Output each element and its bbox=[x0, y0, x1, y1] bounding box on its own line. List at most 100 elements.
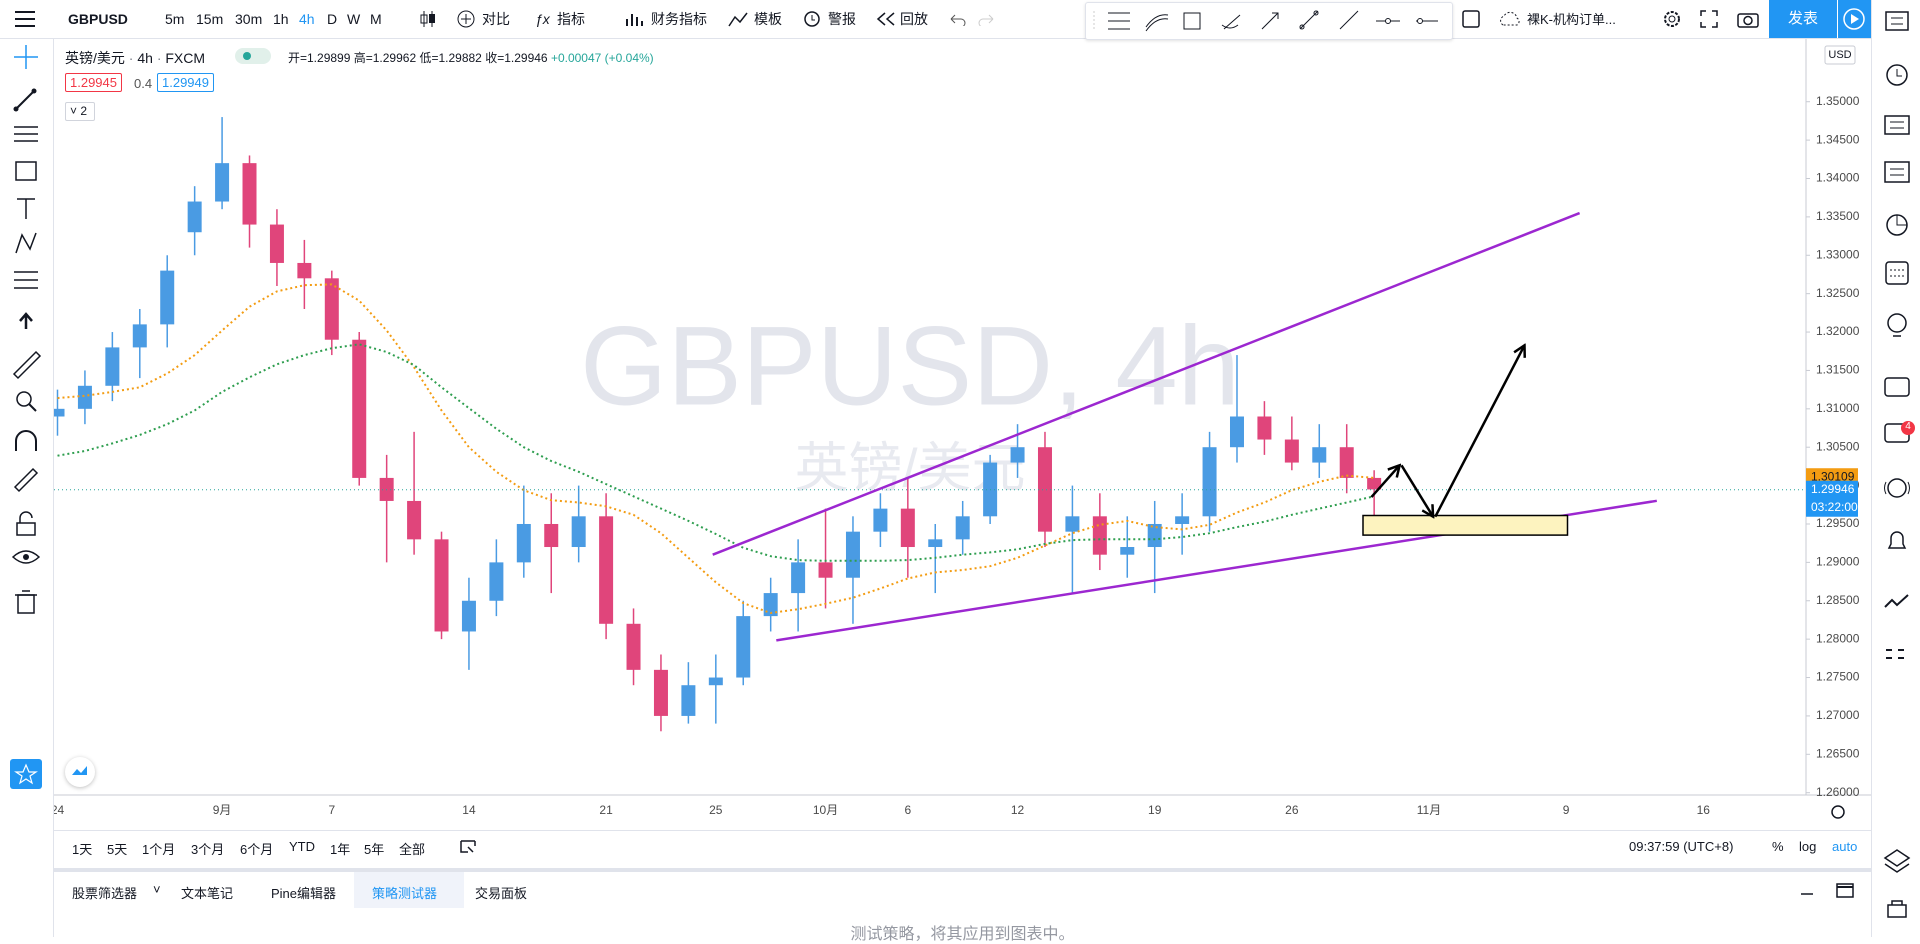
interval[interactable]: 1h bbox=[273, 11, 289, 27]
replay-icon[interactable] bbox=[876, 12, 896, 26]
spread: 0.4 bbox=[134, 76, 153, 91]
fullscreen-icon[interactable] bbox=[1700, 10, 1718, 28]
undo-redo[interactable] bbox=[948, 12, 996, 26]
arrow[interactable] bbox=[1400, 464, 1434, 516]
alerts[interactable]: 警报 bbox=[828, 11, 856, 27]
ohlc-change: +0.00047 (+0.04%) bbox=[550, 51, 654, 65]
range[interactable]: 全部 bbox=[399, 842, 426, 857]
percent-toggle[interactable]: % bbox=[1772, 839, 1784, 854]
candle-body bbox=[1065, 516, 1080, 532]
candle-body bbox=[516, 523, 531, 563]
candle-body bbox=[461, 600, 476, 632]
templates[interactable]: 模板 bbox=[754, 11, 782, 27]
right-tools[interactable] bbox=[1872, 0, 1920, 937]
goto-date-icon[interactable] bbox=[459, 838, 477, 854]
interval[interactable]: D bbox=[327, 11, 338, 27]
indicators-toggle[interactable]: ˅ 2 bbox=[65, 102, 95, 121]
template-icon[interactable] bbox=[728, 11, 748, 27]
arrow[interactable] bbox=[1434, 345, 1524, 518]
chevron: ˅ bbox=[70, 104, 78, 118]
y-tick-label: 1.32000 bbox=[1816, 324, 1860, 338]
panel-tab[interactable]: Pine编辑器 bbox=[271, 886, 337, 901]
financials[interactable]: 财务指标 bbox=[651, 11, 707, 27]
candle-body bbox=[77, 385, 92, 409]
template-name[interactable]: 裸K-机构订单... bbox=[1527, 12, 1616, 27]
trend-line[interactable] bbox=[712, 211, 1581, 556]
arrow[interactable] bbox=[1370, 465, 1399, 498]
y-tick-label: 1.30500 bbox=[1816, 439, 1860, 453]
legend-exchange: FXCM bbox=[165, 50, 206, 66]
range[interactable]: YTD bbox=[289, 839, 315, 854]
y-tick-label: 1.31000 bbox=[1816, 401, 1860, 415]
replay[interactable]: 回放 bbox=[900, 11, 928, 27]
last-price-badge bbox=[1806, 480, 1858, 517]
financials-icon[interactable] bbox=[625, 11, 643, 27]
candle-body bbox=[160, 270, 175, 325]
compare[interactable]: 对比 bbox=[482, 11, 510, 27]
menu-icon[interactable] bbox=[14, 10, 36, 28]
settings-icon[interactable] bbox=[1662, 9, 1682, 29]
candle-body bbox=[187, 201, 202, 233]
range[interactable]: 5年 bbox=[364, 842, 385, 857]
drawing-tools[interactable] bbox=[1086, 3, 1452, 39]
candle-body bbox=[1147, 523, 1162, 548]
interval[interactable]: M bbox=[370, 11, 382, 27]
interval[interactable]: 30m bbox=[235, 11, 263, 27]
alert-icon[interactable] bbox=[802, 10, 822, 28]
candle-body bbox=[708, 677, 723, 686]
right-sidebar: 4 bbox=[1871, 0, 1920, 937]
candle-body bbox=[105, 347, 120, 386]
ohlc-low: 低=1.29882 bbox=[419, 51, 482, 65]
ask-price[interactable]: 1.29949 bbox=[157, 73, 214, 92]
snapshot-icon[interactable] bbox=[1737, 10, 1759, 28]
interval[interactable]: W bbox=[347, 11, 361, 27]
cloud-icon[interactable] bbox=[1497, 11, 1523, 27]
logo[interactable] bbox=[65, 757, 95, 787]
candle-body bbox=[1120, 547, 1135, 555]
candle-body bbox=[571, 516, 586, 548]
candle-body bbox=[681, 685, 696, 716]
ma-price-label: 1.30109 bbox=[1811, 469, 1855, 483]
x-tick-label: 21 bbox=[599, 803, 613, 817]
range[interactable]: 6个月 bbox=[240, 842, 274, 857]
candle-body bbox=[54, 408, 65, 417]
bid-price[interactable]: 1.29945 bbox=[65, 73, 122, 92]
status-pill[interactable] bbox=[235, 48, 271, 64]
settings-icon[interactable] bbox=[1831, 805, 1845, 819]
zone-rectangle[interactable] bbox=[1362, 514, 1569, 536]
clock: 09:37:59 (UTC+8) bbox=[1629, 839, 1734, 854]
indicators[interactable]: 指标 bbox=[557, 11, 585, 27]
range[interactable]: 1个月 bbox=[142, 842, 176, 857]
layout-icon[interactable] bbox=[1462, 10, 1480, 28]
interval-active[interactable]: 4h bbox=[299, 11, 315, 27]
panel-tab[interactable]: 股票筛选器 bbox=[72, 886, 138, 901]
indicators-count: 2 bbox=[80, 104, 88, 118]
left-tools[interactable] bbox=[0, 39, 53, 937]
candle-body bbox=[489, 562, 504, 601]
currency-box bbox=[1824, 45, 1856, 65]
candle-icon[interactable] bbox=[418, 9, 438, 29]
panel-tab[interactable]: 交易面板 bbox=[475, 886, 528, 901]
moving-average bbox=[57, 343, 1375, 562]
fx-icon: ƒx bbox=[535, 11, 550, 27]
range[interactable]: 3个月 bbox=[191, 842, 225, 857]
publish-button[interactable]: 发表 bbox=[1769, 0, 1837, 38]
range[interactable]: 1天 bbox=[72, 842, 93, 857]
range[interactable]: 5天 bbox=[107, 842, 128, 857]
panel-tab-active[interactable]: 策略测试器 bbox=[372, 886, 438, 901]
panel-tab[interactable]: 文本笔记 bbox=[181, 886, 234, 901]
x-tick-label: 9月 bbox=[213, 803, 232, 817]
separator: · bbox=[128, 50, 134, 66]
range[interactable]: 1年 bbox=[330, 842, 351, 857]
candle-body bbox=[845, 531, 860, 578]
log-toggle[interactable]: log bbox=[1799, 839, 1817, 854]
x-tick-label: 26 bbox=[1285, 803, 1299, 817]
auto-toggle[interactable]: auto bbox=[1832, 839, 1858, 854]
candle-body bbox=[1339, 447, 1354, 478]
interval[interactable]: 5m bbox=[165, 11, 185, 27]
symbol[interactable]: GBPUSD bbox=[68, 11, 128, 27]
compare-icon[interactable] bbox=[456, 9, 476, 29]
interval[interactable]: 15m bbox=[196, 11, 224, 27]
play-button[interactable] bbox=[1838, 0, 1871, 38]
panel-controls[interactable] bbox=[1799, 882, 1859, 900]
